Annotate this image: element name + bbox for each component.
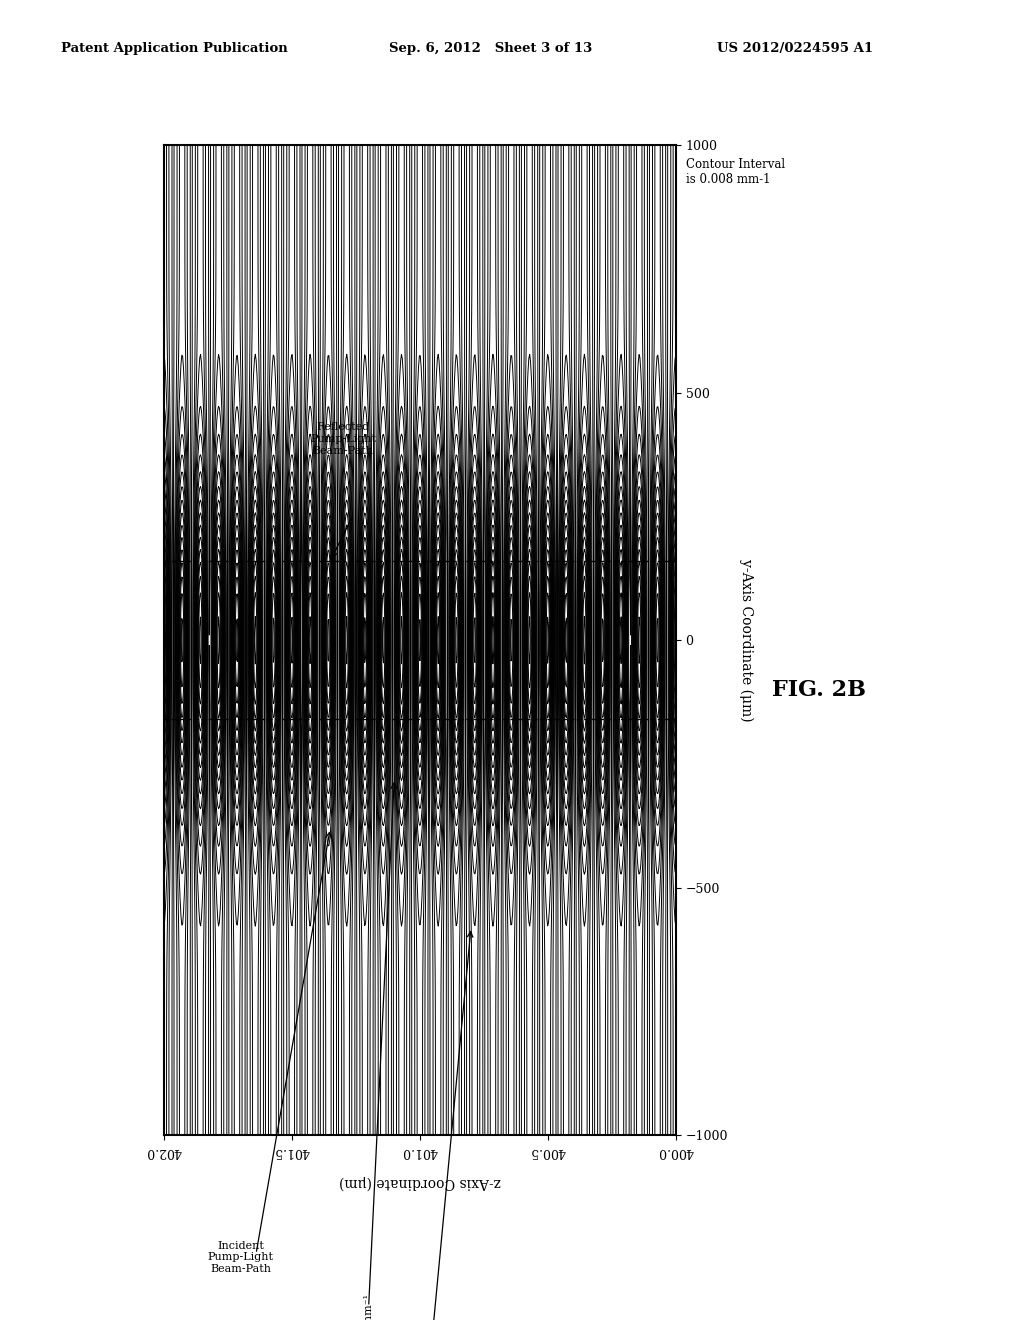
Text: Reflected
Pump-Light
Beam-Path: Reflected Pump-Light Beam-Path [310,422,376,455]
Text: Contour Interval
is 0.008 mm-1: Contour Interval is 0.008 mm-1 [686,158,785,186]
Text: Incident
Pump-Light
Beam-Path: Incident Pump-Light Beam-Path [208,1241,273,1274]
X-axis label: z-Axis Coordinate (μm): z-Axis Coordinate (μm) [339,1175,501,1189]
Text: Patent Application Publication: Patent Application Publication [61,42,288,55]
Y-axis label: y-Axis Coordinate (μm): y-Axis Coordinate (μm) [738,558,753,722]
Text: Sep. 6, 2012   Sheet 3 of 13: Sep. 6, 2012 Sheet 3 of 13 [389,42,592,55]
Text: US 2012/0224595 A1: US 2012/0224595 A1 [717,42,872,55]
Text: FIG. 2B: FIG. 2B [772,678,866,701]
Text: 0.064 mm⁻¹: 0.064 mm⁻¹ [364,1294,374,1320]
